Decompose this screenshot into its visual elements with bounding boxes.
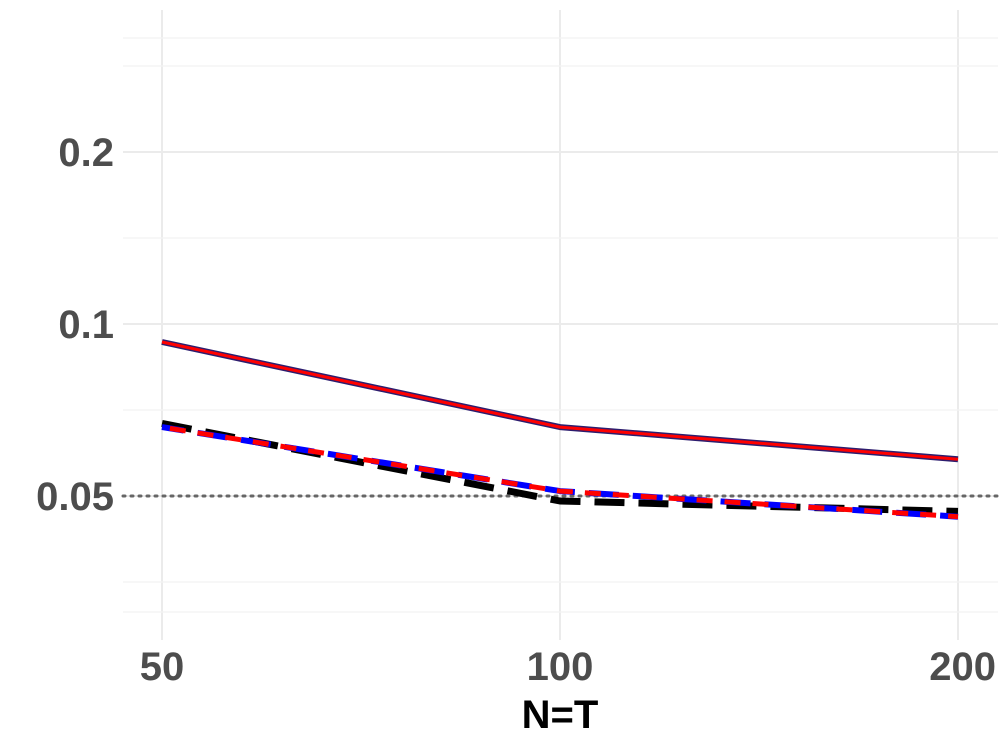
x-tick-label: 200 [929,645,996,689]
x-axis-title: N=T [522,693,599,737]
x-tick-label: 50 [140,645,185,689]
series-line-2 [161,340,959,461]
grid-lines [123,10,998,640]
x-tick-label: 100 [527,645,594,689]
y-tick-label: 0.05 [36,475,114,519]
series-line-5 [161,424,959,520]
series-lines [161,339,959,520]
y-tick-label: 0.2 [58,131,114,175]
x-axis-tick-labels: 50 100 200 [140,645,996,689]
y-tick-label: 0.1 [58,303,114,347]
y-axis-tick-labels: 0.05 0.1 0.2 [36,131,114,519]
